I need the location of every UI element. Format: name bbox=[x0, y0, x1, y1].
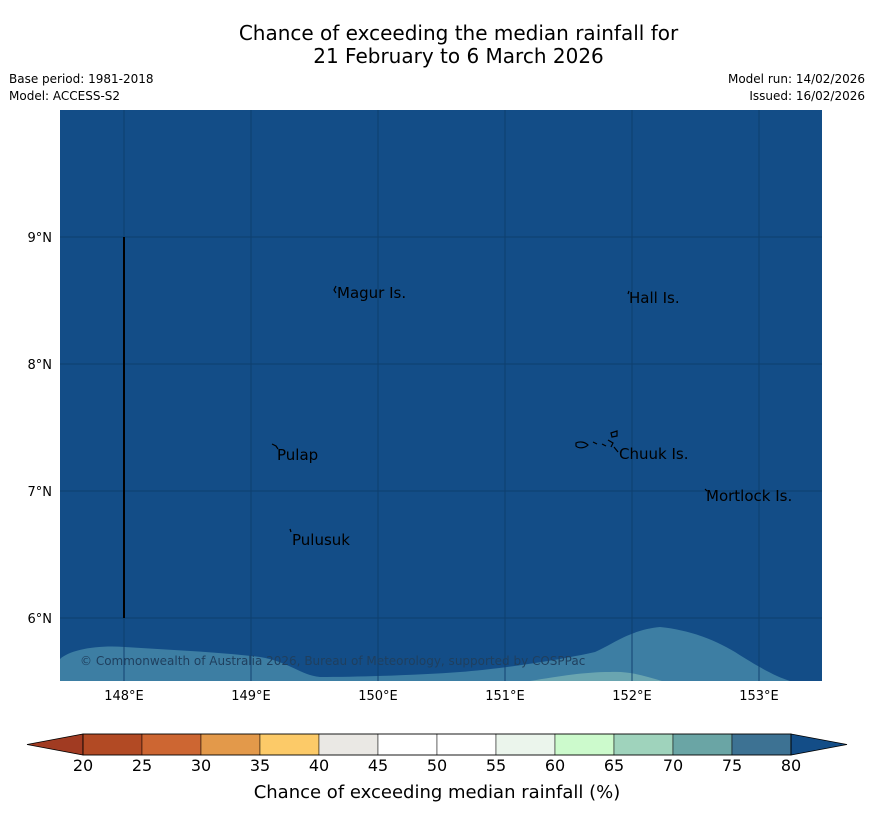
colorbar-tick-label: 50 bbox=[427, 756, 447, 775]
map-panel[interactable]: Magur Is. Hall Is. Pulap Chuuk Is. Mortl… bbox=[60, 110, 822, 681]
metadata-left: Base period: 1981-2018 Model: ACCESS-S2 bbox=[9, 71, 154, 105]
colorbar-under-arrow bbox=[26, 733, 84, 756]
lat-label: 8°N bbox=[28, 358, 53, 373]
model-name: Model: ACCESS-S2 bbox=[9, 89, 121, 103]
model-run-date: Model run: 14/02/2026 bbox=[727, 72, 865, 86]
probability-band-70-75 bbox=[530, 671, 662, 681]
pulap-island-shape bbox=[271, 443, 279, 450]
colorbar-cell bbox=[200, 733, 261, 756]
probability-band-75-80 bbox=[60, 627, 790, 681]
place-label-mortlock: Mortlock Is. bbox=[706, 487, 792, 505]
colorbar-cell bbox=[436, 733, 497, 756]
longitude-labels: 148°E 149°E 150°E 151°E 152°E 153°E bbox=[104, 689, 779, 704]
colorbar-tick-label: 20 bbox=[73, 756, 93, 775]
colorbar-tick-label: 30 bbox=[191, 756, 211, 775]
metadata-right: Model run: 14/02/2026 Issued: 16/02/2026 bbox=[728, 71, 865, 105]
colorbar: 20 25 30 35 40 45 50 55 60 65 70 75 80 Chance of exc… bbox=[26, 733, 848, 803]
colorbar-cell bbox=[377, 733, 438, 756]
colorbar-cells bbox=[82, 733, 792, 756]
colorbar-tick-label: 35 bbox=[250, 756, 270, 775]
copyright-credit: © Commonwealth of Australia 2026, Bureau… bbox=[80, 654, 585, 668]
pulusuk-island-shape bbox=[289, 528, 292, 533]
chuuk-island-shapes bbox=[575, 430, 619, 453]
map-background bbox=[60, 110, 822, 681]
colorbar-cell bbox=[318, 733, 379, 756]
base-period: Base period: 1981-2018 bbox=[9, 72, 154, 86]
colorbar-cell bbox=[672, 733, 733, 756]
title-line-2: 21 February to 6 March 2026 bbox=[313, 44, 604, 68]
colorbar-over-arrow bbox=[790, 733, 848, 756]
hall-island-shape bbox=[627, 290, 630, 295]
lat-label: 9°N bbox=[28, 231, 53, 246]
colorbar-cell bbox=[613, 733, 674, 756]
lon-label: 148°E bbox=[104, 689, 144, 704]
issued-date: Issued: 16/02/2026 bbox=[749, 89, 865, 103]
colorbar-tick-label: 25 bbox=[132, 756, 152, 775]
colorbar-tick-label: 75 bbox=[722, 756, 742, 775]
title-line-1: Chance of exceeding the median rainfall … bbox=[238, 21, 679, 45]
magur-island-shape bbox=[333, 285, 337, 294]
colorbar-tick-label: 65 bbox=[604, 756, 624, 775]
colorbar-title: Chance of exceeding median rainfall (%) bbox=[254, 782, 621, 803]
colorbar-cell bbox=[82, 733, 143, 756]
colorbar-tick-label: 70 bbox=[663, 756, 683, 775]
place-label-hall: Hall Is. bbox=[629, 289, 680, 307]
lat-label: 6°N bbox=[28, 612, 53, 627]
island-outlines bbox=[271, 285, 708, 533]
colorbar-tick-label: 60 bbox=[545, 756, 565, 775]
lon-label: 153°E bbox=[739, 689, 779, 704]
colorbar-tick-label: 80 bbox=[781, 756, 801, 775]
colorbar-tick-labels: 20 25 30 35 40 45 50 55 60 65 70 75 80 bbox=[73, 756, 801, 775]
place-label-pulap: Pulap bbox=[277, 446, 318, 464]
lon-label: 150°E bbox=[358, 689, 398, 704]
colorbar-cell bbox=[141, 733, 202, 756]
colorbar-tick-label: 55 bbox=[486, 756, 506, 775]
graticule bbox=[60, 110, 822, 681]
lon-label: 151°E bbox=[485, 689, 525, 704]
latitude-labels: 9°N 8°N 7°N 6°N bbox=[28, 231, 53, 627]
place-label-magur: Magur Is. bbox=[337, 284, 406, 302]
lat-label: 7°N bbox=[28, 485, 53, 500]
lon-label: 149°E bbox=[231, 689, 271, 704]
colorbar-cell bbox=[731, 733, 792, 756]
place-label-chuuk: Chuuk Is. bbox=[619, 445, 688, 463]
lon-label: 152°E bbox=[612, 689, 652, 704]
colorbar-cell bbox=[495, 733, 556, 756]
colorbar-tick-label: 40 bbox=[309, 756, 329, 775]
colorbar-cell bbox=[259, 733, 320, 756]
page-title: Chance of exceeding the median rainfall … bbox=[0, 22, 873, 68]
colorbar-outline bbox=[82, 733, 792, 756]
colorbar-cell bbox=[554, 733, 615, 756]
place-label-pulusuk: Pulusuk bbox=[292, 531, 350, 549]
colorbar-tick-label: 45 bbox=[368, 756, 388, 775]
mortlock-island-shape bbox=[704, 488, 708, 492]
